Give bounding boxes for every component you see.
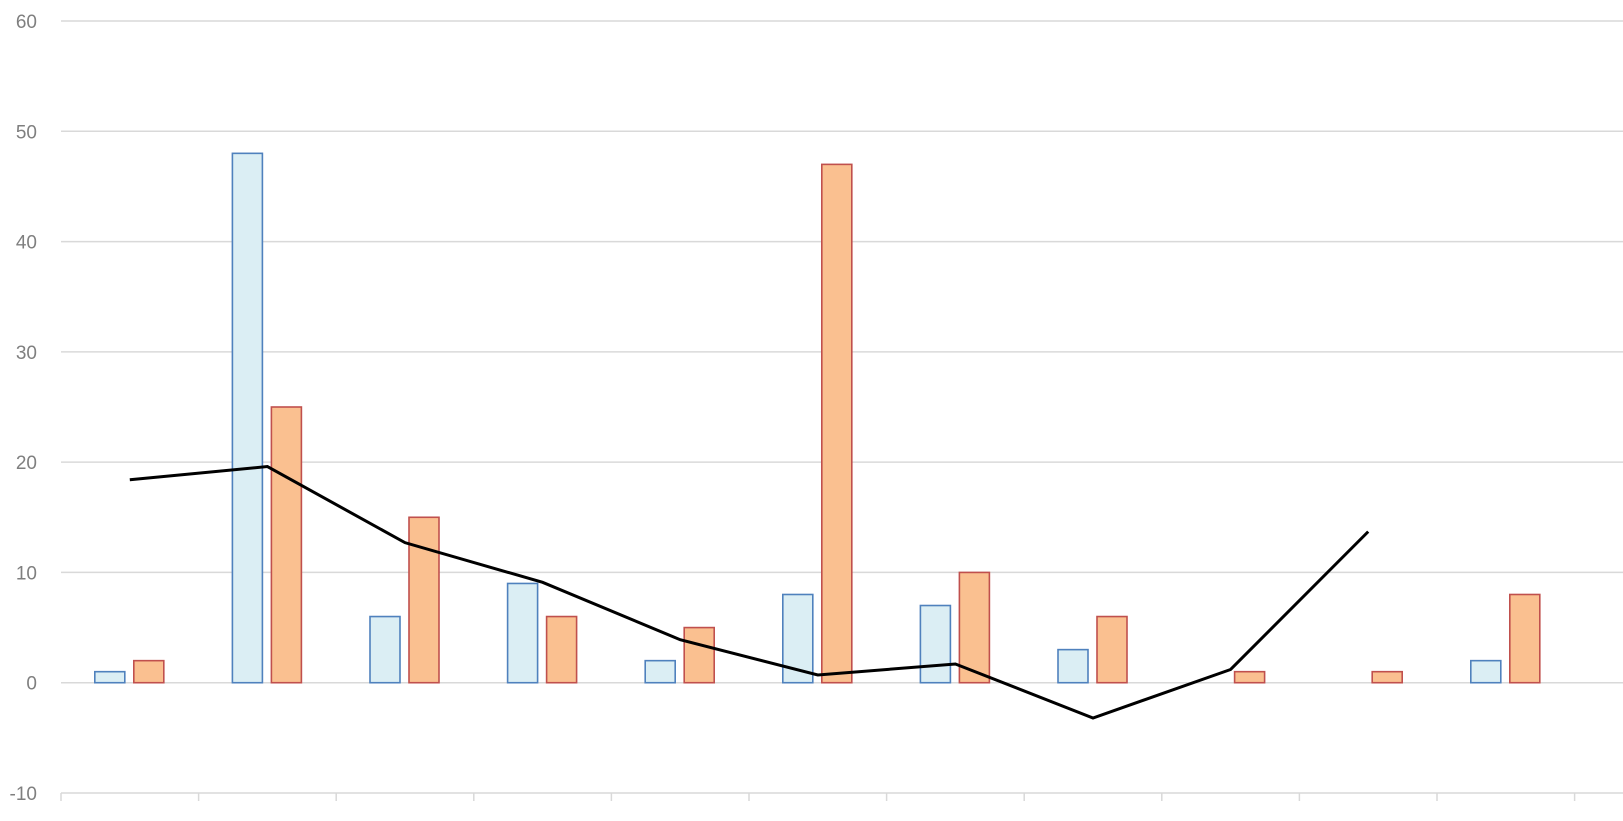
bar-series2-6 (820, 163, 853, 684)
bar-series2-2 (270, 406, 303, 684)
bar-series1-5 (644, 659, 677, 684)
y-tick-label-2: 40 (16, 233, 37, 254)
bar-series2-9 (1233, 670, 1266, 684)
y-tick-label-3: 30 (16, 343, 37, 364)
bar-series1-7 (919, 604, 952, 684)
line-series-path (129, 465, 1370, 720)
y-tick-label-4: 20 (16, 453, 37, 474)
x-axis (60, 792, 1623, 801)
bar-series2-10 (1371, 670, 1403, 684)
bar-series2-7 (958, 571, 991, 684)
y-tick-label-1: 50 (16, 122, 37, 143)
bar-series1-4 (506, 582, 539, 684)
bars (94, 152, 1541, 684)
bar-series1-11 (1470, 659, 1502, 684)
y-axis-tick-labels: 60 50 40 30 20 10 0 -10 (10, 12, 37, 805)
bar-series1-2 (231, 152, 264, 684)
line-series (129, 465, 1370, 720)
bar-series2-1 (133, 659, 165, 684)
bar-series2-4 (545, 615, 578, 684)
y-tick-label-0: 60 (16, 12, 37, 33)
bar-series2-5 (683, 626, 716, 684)
y-tick-label-6: 0 (26, 674, 37, 695)
bar-series1-8 (1057, 648, 1089, 684)
y-tick-label-5: 10 (16, 563, 37, 584)
bar-series2-8 (1096, 615, 1128, 684)
bar-series2-11 (1509, 593, 1541, 684)
bar-series1-1 (94, 670, 126, 684)
y-tick-label-7: -10 (10, 784, 37, 805)
bar-series2-3 (408, 516, 440, 684)
bar-series1-3 (369, 615, 401, 684)
